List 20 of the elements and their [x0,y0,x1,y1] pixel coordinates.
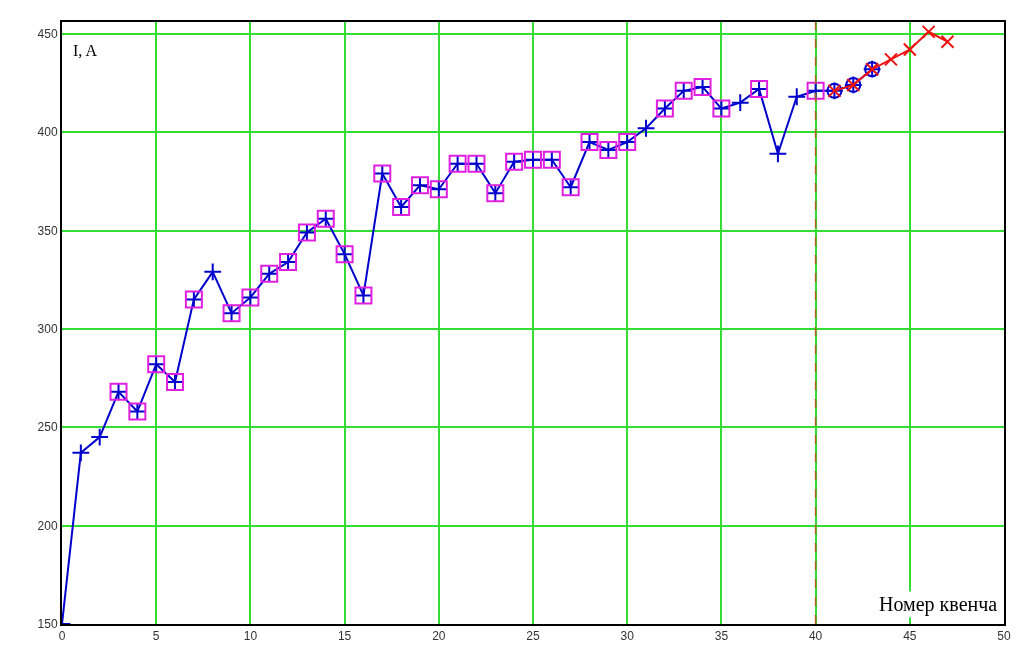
x-tick-label: 0 [58,629,66,644]
y-axis-title: I, A [73,42,98,59]
y-tick-label: 300 [37,322,58,337]
x-tick-label: 5 [152,629,160,644]
y-tick-label: 150 [37,617,58,632]
x-tick-label: 35 [714,629,729,644]
x-tick-label: 40 [808,629,823,644]
y-tick-label: 400 [37,125,58,140]
x-tick-label: 10 [243,629,258,644]
x-tick-label: 50 [997,629,1011,644]
x-tick-label: 15 [337,629,352,644]
y-tick-label: 200 [37,518,58,533]
x-tick-label: 45 [903,629,917,644]
x-tick-label: 30 [620,629,635,644]
y-tick-label: 250 [37,420,58,435]
y-tick-label: 450 [37,27,58,41]
x-tick-label: 25 [526,629,540,644]
x-axis-title: Номер квенча [879,593,998,616]
x-tick-label: 20 [432,629,446,644]
y-tick-label: 350 [37,223,58,238]
